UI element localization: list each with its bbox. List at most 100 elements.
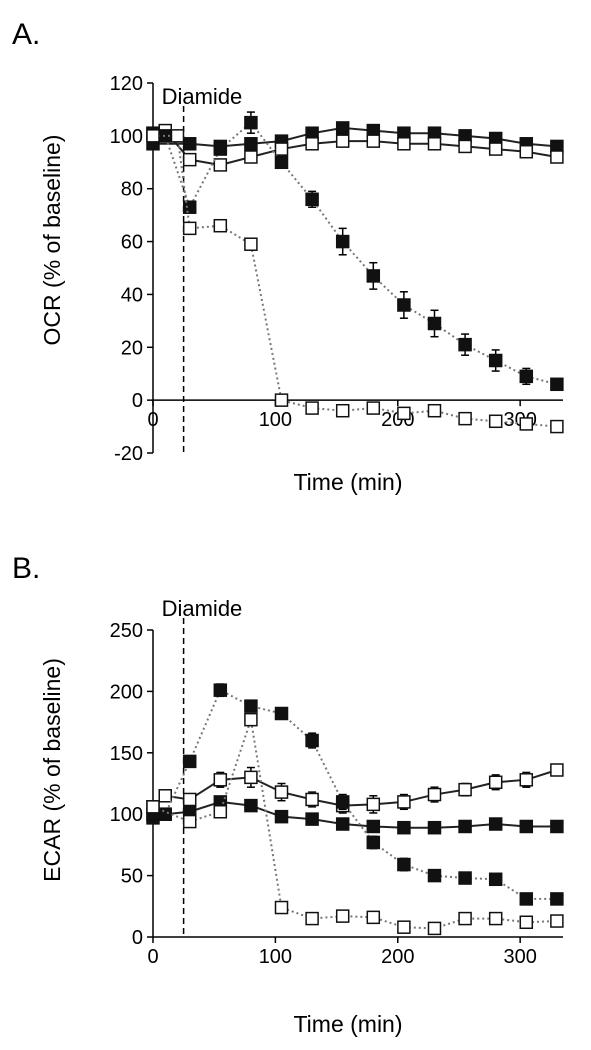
panel-a-data-point xyxy=(170,129,185,143)
panel-b-data-point xyxy=(335,817,350,831)
panel-b-data-point xyxy=(182,814,197,829)
panel-b-data-point xyxy=(458,911,472,926)
panel-b-data-point xyxy=(519,915,534,930)
panel-a-data-point xyxy=(305,137,319,151)
panel-b-y-tick-label: 0 xyxy=(132,927,143,949)
panel-a-data-point xyxy=(244,115,258,130)
panel-b-data-point xyxy=(427,787,442,802)
panel-a-series-3 xyxy=(146,111,564,392)
panel-a-y-tick-label: 60 xyxy=(121,232,143,254)
panel-b-series-4 xyxy=(146,712,564,936)
panel-b-x-axis-title: Time (min) xyxy=(293,1011,402,1037)
panel-b-data-point xyxy=(366,910,381,925)
panel-a-data-point xyxy=(213,158,228,172)
panel-b-data-point xyxy=(550,819,564,834)
panel-a-data-point xyxy=(182,137,197,151)
panel-a-data-point xyxy=(274,393,289,407)
panel-b-data-point xyxy=(366,819,381,834)
panel-a-data-point xyxy=(213,218,228,233)
panel-b-y-tick-label: 150 xyxy=(110,743,143,765)
panel-b-data-point xyxy=(335,795,350,809)
panel-b-ecar-chart: B. 0 50 100 150 200 250 0 100 200 300 Time (min) ECA… xyxy=(12,552,564,1037)
panel-b-data-point xyxy=(397,920,411,934)
panel-a-data-point xyxy=(366,401,381,415)
panel-b-data-point xyxy=(550,914,564,928)
panel-b-data-point xyxy=(550,763,564,777)
panel-a-data-point xyxy=(335,234,350,249)
panel-b-data-point xyxy=(274,900,289,915)
panel-b-data-point xyxy=(519,892,534,906)
panel-a-data-point xyxy=(519,417,534,431)
panel-b-data-point xyxy=(146,800,160,814)
panel-b-data-point xyxy=(213,683,228,697)
panel-b-data-point xyxy=(427,868,442,883)
panel-a-data-point xyxy=(458,139,472,154)
panel-a-series-2 xyxy=(146,123,564,172)
panel-b-data-point xyxy=(397,820,411,835)
panel-b-data-point xyxy=(427,820,442,835)
panel-b-data-point xyxy=(458,782,472,797)
panel-a-y-tick-label: 0 xyxy=(132,390,143,412)
panel-b-data-point xyxy=(305,733,319,748)
panel-a-data-point xyxy=(550,377,564,392)
panel-b-x-tick-label: 0 xyxy=(147,946,158,968)
panel-b-data-point xyxy=(274,706,289,721)
panel-b-data-point xyxy=(305,911,319,926)
panel-b-data-point xyxy=(274,785,289,799)
panel-a-data-point xyxy=(182,152,197,167)
panel-b-data-point xyxy=(244,770,258,785)
panel-a-data-point xyxy=(488,353,503,368)
panel-a-data-point xyxy=(488,414,503,429)
panel-b-data-point xyxy=(397,795,411,809)
panel-b-data-point xyxy=(366,797,381,812)
panel-a-data-point xyxy=(335,403,350,418)
panel-a-y-tick-label: 100 xyxy=(110,126,143,148)
panel-a-data-point xyxy=(427,403,442,418)
panel-a-data-point xyxy=(458,337,472,352)
panel-a-y-tick-label: 20 xyxy=(121,337,143,359)
panel-a-data-point xyxy=(550,419,564,434)
panel-b-data-point xyxy=(519,773,534,787)
panel-b-data-point xyxy=(458,819,472,834)
panel-b-y-tick-label: 50 xyxy=(121,866,143,888)
panel-a-data-point xyxy=(458,411,472,426)
panel-a-data-point xyxy=(397,406,411,421)
panel-a-data-point xyxy=(244,237,258,251)
panel-a-label: A. xyxy=(12,18,40,51)
panel-b-data-point xyxy=(458,871,472,885)
panel-a-data-point xyxy=(427,316,442,331)
panel-b-data-point xyxy=(305,812,319,826)
panel-a-data-point xyxy=(274,155,289,170)
panel-a-x-tick-label: 100 xyxy=(259,409,292,431)
panel-b-data-point xyxy=(488,872,503,887)
panel-a-y-tick-label: -20 xyxy=(114,443,143,465)
panel-a-x-tick-label: 0 xyxy=(147,409,158,431)
panel-b-x-tick-label: 100 xyxy=(259,946,292,968)
panel-b-y-tick-label: 200 xyxy=(110,681,143,703)
panel-a-data-point xyxy=(274,142,289,156)
panel-a-series-4 xyxy=(146,129,564,434)
panel-a-y-axis-title: OCR (% of baseline) xyxy=(39,135,65,346)
panel-a-data-point xyxy=(335,121,350,135)
panel-a-y-tick-label: 120 xyxy=(110,73,143,95)
panel-b-x-tick-label: 200 xyxy=(381,946,414,968)
panel-a-data-point xyxy=(519,144,534,159)
panel-a-series-line xyxy=(153,134,557,428)
panel-a-data-point xyxy=(305,401,319,415)
panel-b-data-point xyxy=(488,817,503,831)
panel-a-data-point xyxy=(182,200,197,214)
panel-b-data-point xyxy=(244,798,258,813)
panel-a-y-tick-label: 80 xyxy=(121,179,143,201)
panel-a-data-point xyxy=(213,142,228,156)
panel-b-data-point xyxy=(488,911,503,926)
panel-a-data-point xyxy=(244,150,258,164)
panel-b-data-point xyxy=(335,909,350,923)
panel-b-label: B. xyxy=(12,552,40,585)
panel-b-data-point xyxy=(519,819,534,834)
panel-b-x-tick-label: 300 xyxy=(503,946,536,968)
panel-a-x-axis-title: Time (min) xyxy=(293,469,402,495)
panel-b-data-point xyxy=(550,892,564,906)
panel-b-data-point xyxy=(158,789,172,803)
panel-a-data-point xyxy=(519,369,534,384)
